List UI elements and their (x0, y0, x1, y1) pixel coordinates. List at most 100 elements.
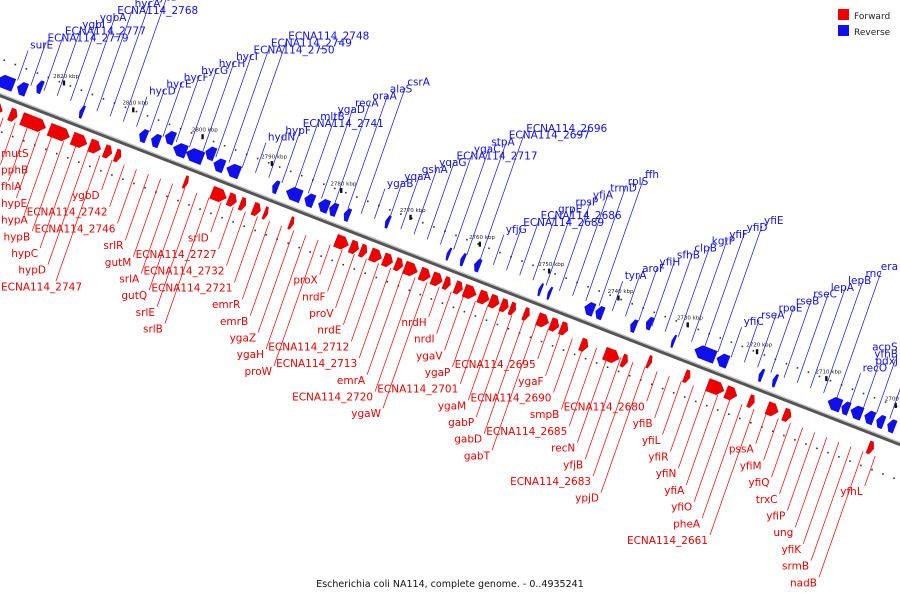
rail-dot (386, 280, 389, 283)
rail-dot (584, 357, 587, 360)
rail-dot (631, 303, 634, 305)
rail-dot (507, 327, 510, 330)
forward-gene-25 (452, 280, 463, 295)
forward-gene-12 (250, 201, 261, 217)
forward-leader-line (39, 145, 77, 249)
forward-gene-13 (261, 206, 269, 220)
forward-leader-line (670, 385, 694, 452)
legend-label-reverse: Reverse (854, 28, 891, 38)
reverse-gene-label: rseC (813, 289, 837, 301)
reverse-gene-label: mltB (320, 111, 344, 123)
forward-gene-2 (19, 112, 46, 132)
forward-gene-40 (704, 378, 725, 396)
reverse-gene-label: trmD (610, 183, 637, 195)
reverse-gene-label: lepB (848, 275, 871, 287)
rail-dot (882, 473, 884, 475)
rail-dot (177, 199, 179, 202)
forward-gene-43 (764, 401, 779, 417)
forward-gene-label: nadB (790, 577, 817, 589)
reverse-leader-line (43, 36, 64, 91)
rail-dot (573, 353, 576, 356)
rail-dot (587, 285, 589, 288)
reverse-leader-line (122, 0, 167, 122)
rail-dot (675, 320, 678, 322)
forward-gene-label: yfhL (840, 486, 863, 498)
rail-dot (58, 80, 61, 83)
forward-leader-line (459, 305, 488, 384)
forward-gene-5 (87, 138, 102, 154)
reverse-gene-29 (694, 345, 718, 364)
reverse-gene-label: rpoE (779, 302, 803, 314)
reverse-leader-line (334, 101, 371, 204)
reverse-gene-label: hydN (268, 132, 295, 144)
rail-dot (100, 169, 102, 172)
forward-leader-line (864, 455, 876, 487)
forward-gene-label: ygaP (425, 367, 451, 379)
forward-gene-19 (380, 252, 393, 268)
forward-gene-33 (547, 317, 560, 332)
forward-gene-label: nrdI (414, 334, 435, 346)
forward-gene-label: srlA (119, 274, 140, 286)
rail-dot (122, 178, 124, 181)
rail-dot (430, 298, 433, 300)
rail-dot (243, 225, 245, 228)
rail-dot (166, 195, 168, 198)
reverse-leader-line (30, 43, 46, 86)
rail-dot (851, 388, 854, 391)
rail-dot (441, 302, 444, 304)
forward-leader-line (343, 258, 367, 325)
reverse-leader-line (281, 128, 302, 184)
tick-label: 2780 kbp (330, 181, 356, 187)
tick-mark (339, 187, 343, 193)
reverse-gene-11 (226, 163, 243, 180)
forward-leader-line (475, 314, 513, 418)
forward-leader-line (576, 352, 610, 443)
tick-label: 2700 kbp (885, 396, 900, 402)
forward-gene-31 (521, 307, 530, 321)
reverse-gene-label: hycE (166, 79, 191, 91)
tick-label: 2800 kbp (192, 128, 218, 134)
tick-mark (825, 376, 828, 382)
reverse-gene-3 (78, 105, 86, 119)
forward-gene-label: ygbD (72, 190, 100, 202)
rail-dot (190, 132, 193, 134)
forward-leader-line (109, 164, 125, 207)
rail-dot (496, 323, 499, 326)
forward-leader-line (156, 192, 198, 308)
rail-dot (829, 379, 832, 382)
forward-gene-label: srlR (103, 240, 123, 252)
rail-dot (452, 306, 455, 309)
rail-dot (727, 413, 730, 415)
rail-dot (488, 247, 490, 250)
rail-dot (694, 400, 697, 403)
forward-leader-line (771, 422, 791, 478)
forward-gene-15 (333, 234, 349, 250)
reverse-leader-line (268, 135, 284, 178)
forward-leader-line (491, 324, 537, 451)
rail-dot (36, 72, 39, 74)
rail-dot (606, 366, 609, 369)
reverse-gene-12 (272, 180, 281, 195)
rail-dot (342, 263, 345, 266)
rail-dot (664, 315, 667, 318)
reverse-leader-line (611, 280, 624, 312)
reverse-gene-label: ECNA114_2768 (117, 5, 198, 17)
reverse-gene-label: alaS (390, 84, 413, 96)
reverse-gene-label: ygaD (338, 104, 365, 116)
rail-dot (763, 354, 766, 356)
forward-gene-label: yfiQ (748, 477, 769, 489)
reverse-gene-0 (0, 74, 17, 92)
tick-mark (894, 402, 897, 408)
forward-gene-label: yfiN (656, 468, 677, 480)
forward-leader-line (257, 230, 295, 333)
rail-dot (554, 273, 556, 275)
forward-leader-line (23, 136, 52, 215)
forward-leader-line (0, 117, 4, 128)
forward-gene-label: nrdE (317, 325, 341, 337)
tick-label: 2820 kbp (53, 74, 79, 80)
rail-dot (827, 451, 829, 454)
forward-leader-line (810, 446, 852, 561)
tick-label: 2730 kbp (677, 316, 703, 322)
forward-leader-line (148, 188, 186, 291)
